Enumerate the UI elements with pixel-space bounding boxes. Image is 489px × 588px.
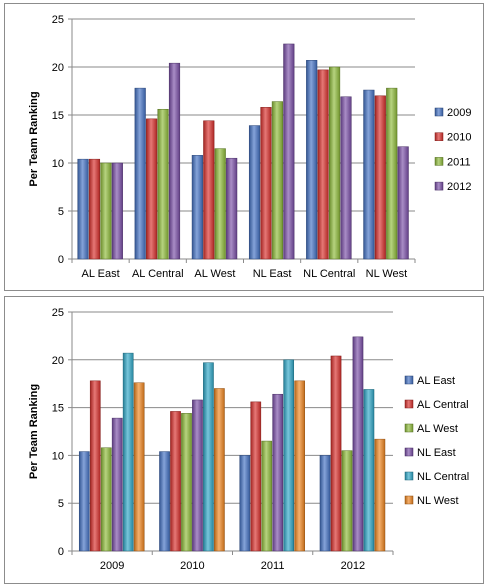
legend-swatch xyxy=(434,107,444,117)
bar-al-west-2009 xyxy=(191,155,203,260)
x-tick-label: 2010 xyxy=(180,560,204,572)
legend-swatch xyxy=(434,157,444,166)
legend-swatch xyxy=(404,447,414,457)
bar-nl-east-2012 xyxy=(283,43,295,260)
y-tick-label: 0 xyxy=(58,546,64,558)
bar-2011-nl-east xyxy=(272,393,284,552)
legend-swatch xyxy=(404,423,414,433)
y-tick-label: 5 xyxy=(58,498,64,510)
bar-2009-nl-central xyxy=(122,352,134,552)
y-tick-label: 20 xyxy=(52,355,64,367)
legend-label: NL Central xyxy=(417,471,469,483)
x-tick-label: NL Central xyxy=(303,268,355,280)
bar-2011-nl-west xyxy=(294,380,305,552)
bar-nl-west-2012 xyxy=(397,146,409,260)
bar-2009-nl-east xyxy=(111,417,123,552)
y-axis-title: Per Team Ranking xyxy=(28,91,40,186)
legend-label: 2012 xyxy=(447,181,471,193)
y-tick-label: 5 xyxy=(58,206,64,218)
bar-2012-nl-west xyxy=(374,438,386,552)
bar-2010-nl-central xyxy=(203,362,214,552)
bar-2012-nl-central xyxy=(363,389,375,552)
bar-2009-nl-west xyxy=(133,382,145,552)
y-tick-label: 25 xyxy=(52,307,64,319)
bar-al-east-2009 xyxy=(77,158,89,260)
bar-2012-al-west xyxy=(341,450,353,552)
y-tick-label: 10 xyxy=(52,450,64,462)
bar-2009-al-west xyxy=(100,447,112,552)
bar-chart-by-year: 0 5 10 15 20 25 Per Team Ranking 2009 2010 2011 20… xyxy=(28,307,469,572)
chart-panel-by-division: 0 5 10 15 20 25 Per Team Ranking AL East AL Cent… xyxy=(4,3,484,291)
bar-2012-al-east xyxy=(319,455,331,552)
legend-label: AL East xyxy=(417,375,455,387)
bar-2009-al-east xyxy=(78,451,90,552)
bar-nl-central-2012 xyxy=(340,96,352,260)
bar-2011-al-west xyxy=(261,440,273,552)
x-tick-label: AL East xyxy=(82,268,120,280)
bar-al-west-2011 xyxy=(214,148,226,260)
bar-2012-nl-east xyxy=(352,336,364,552)
legend-label: AL West xyxy=(417,423,458,435)
y-tick-label: 0 xyxy=(58,254,64,266)
y-tick-label: 15 xyxy=(52,110,64,122)
bar-chart-by-division: 0 5 10 15 20 25 Per Team Ranking AL East AL Cent… xyxy=(28,14,471,280)
bar-nl-west-2011 xyxy=(386,87,398,260)
x-tick-label: 2009 xyxy=(100,560,124,572)
x-tick-label: 2011 xyxy=(261,560,285,572)
y-axis-title: Per Team Ranking xyxy=(28,384,40,479)
bar-al-central-2010 xyxy=(146,118,158,260)
legend-swatch xyxy=(404,495,414,505)
legend-label: NL East xyxy=(417,447,456,459)
bar-2010-al-west xyxy=(181,413,192,552)
bar-nl-central-2009 xyxy=(306,60,318,260)
legend-swatch xyxy=(434,181,444,191)
bar-al-east-2011 xyxy=(100,162,112,260)
bar-nl-west-2010 xyxy=(374,95,386,260)
legend-label: NL West xyxy=(417,495,459,507)
bar-2010-nl-west xyxy=(214,388,225,552)
bar-2011-al-east xyxy=(239,455,251,552)
bar-al-central-2012 xyxy=(168,62,181,260)
x-tick-label: NL West xyxy=(366,268,408,280)
bar-2010-nl-east xyxy=(192,399,203,552)
y-tick-label: 10 xyxy=(52,158,64,170)
legend-swatch xyxy=(404,375,414,385)
chart-panel-by-year: 0 5 10 15 20 25 Per Team Ranking 2009 2010 2011 20… xyxy=(4,296,484,584)
legend-label: 2010 xyxy=(447,132,471,144)
bar-2010-al-central xyxy=(170,411,181,552)
y-tick-label: 20 xyxy=(52,62,64,74)
bar-2010-al-east xyxy=(159,451,170,552)
bar-al-central-2009 xyxy=(134,87,146,260)
x-tick-label: AL West xyxy=(194,268,235,280)
bar-nl-east-2011 xyxy=(271,101,283,260)
legend-label: 2011 xyxy=(447,156,471,168)
bar-2012-al-central xyxy=(330,355,342,552)
x-tick-label: NL East xyxy=(253,268,292,280)
bar-al-central-2011 xyxy=(157,108,169,260)
bar-2011-nl-central xyxy=(283,359,295,552)
y-tick-label: 15 xyxy=(52,403,64,415)
bar-nl-central-2010 xyxy=(317,69,329,260)
legend-swatch xyxy=(434,132,444,141)
bar-2011-al-central xyxy=(250,401,262,552)
bar-nl-west-2009 xyxy=(363,89,375,260)
x-tick-label: 2012 xyxy=(341,560,365,572)
y-tick-label: 25 xyxy=(52,14,64,26)
bar-al-west-2012 xyxy=(226,157,238,260)
bar-nl-east-2009 xyxy=(248,125,261,260)
legend-swatch xyxy=(404,471,414,481)
x-tick-label: AL Central xyxy=(132,268,184,280)
legend-swatch xyxy=(404,399,414,409)
bar-al-east-2010 xyxy=(88,158,101,260)
legend-label: 2009 xyxy=(447,107,471,119)
bar-al-west-2010 xyxy=(203,120,215,260)
bar-nl-central-2011 xyxy=(329,66,341,260)
bar-2009-al-central xyxy=(89,380,101,552)
legend-label: AL Central xyxy=(417,399,469,411)
bar-nl-east-2010 xyxy=(260,107,272,260)
bar-al-east-2012 xyxy=(111,162,123,260)
